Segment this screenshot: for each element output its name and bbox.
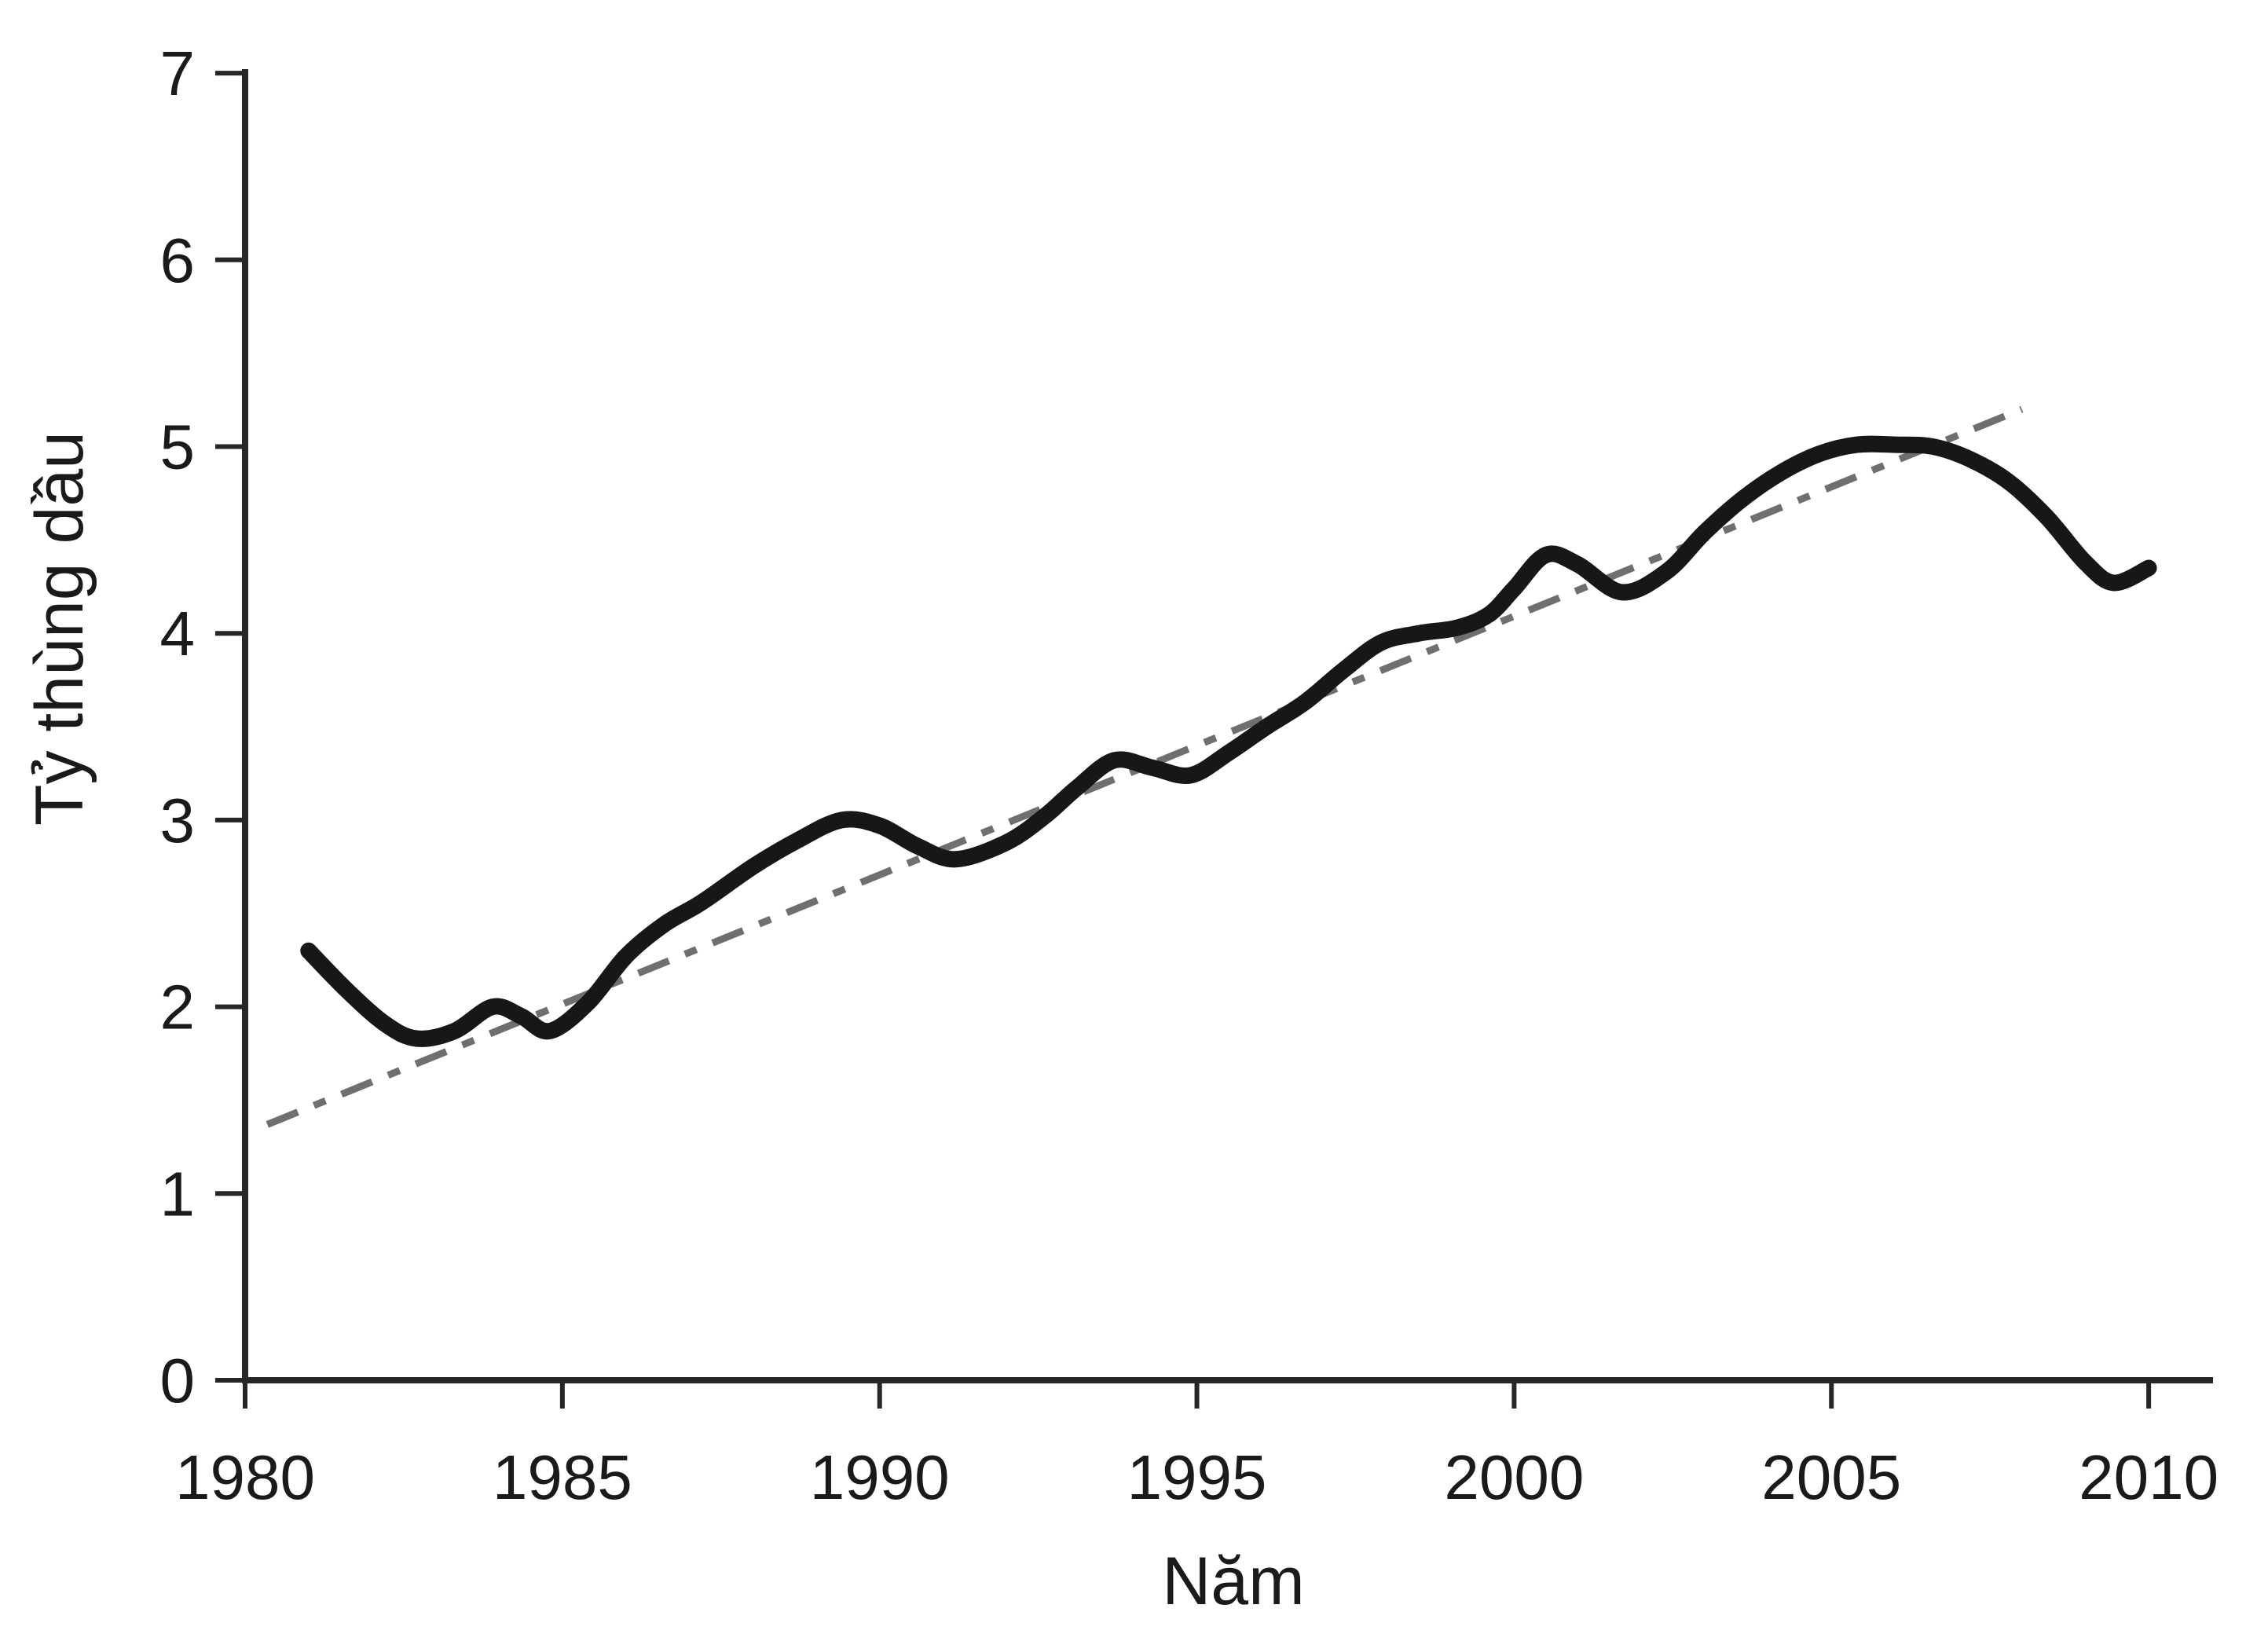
y-tick-label: 6 — [160, 225, 196, 295]
y-tick-label: 2 — [160, 973, 196, 1042]
y-tick-label: 4 — [160, 599, 196, 669]
x-tick-label: 2010 — [2079, 1442, 2219, 1512]
x-axis-tick-labels: 1980 1985 1990 1995 2000 2005 2010 — [175, 1442, 2219, 1512]
x-axis: 1980 1985 1990 1995 2000 2005 2010 Năm — [175, 1377, 2219, 1619]
x-axis-ticks — [243, 1380, 2152, 1409]
x-tick-label: 2000 — [1444, 1442, 1584, 1512]
y-tick-label: 1 — [160, 1159, 196, 1229]
x-tick-label: 1990 — [810, 1442, 950, 1512]
x-axis-title: Năm — [1162, 1544, 1305, 1619]
y-axis-ticks — [215, 71, 245, 1383]
production-curve — [300, 435, 2157, 1047]
trend-line — [266, 405, 2024, 1128]
x-tick-label: 1980 — [175, 1442, 315, 1512]
y-axis: 0 1 2 3 4 5 6 7 Tỷ thùng dầu — [22, 38, 248, 1416]
y-tick-label: 5 — [160, 412, 196, 482]
x-tick-label: 1985 — [493, 1442, 632, 1512]
x-tick-label: 1995 — [1127, 1442, 1267, 1512]
y-axis-title: Tỷ thùng dầu — [22, 431, 97, 826]
x-tick-label: 2005 — [1761, 1442, 1901, 1512]
y-tick-label: 3 — [160, 786, 196, 855]
y-tick-label: 7 — [160, 38, 196, 108]
y-tick-label: 0 — [160, 1346, 196, 1416]
y-axis-tick-labels: 0 1 2 3 4 5 6 7 — [160, 38, 196, 1416]
